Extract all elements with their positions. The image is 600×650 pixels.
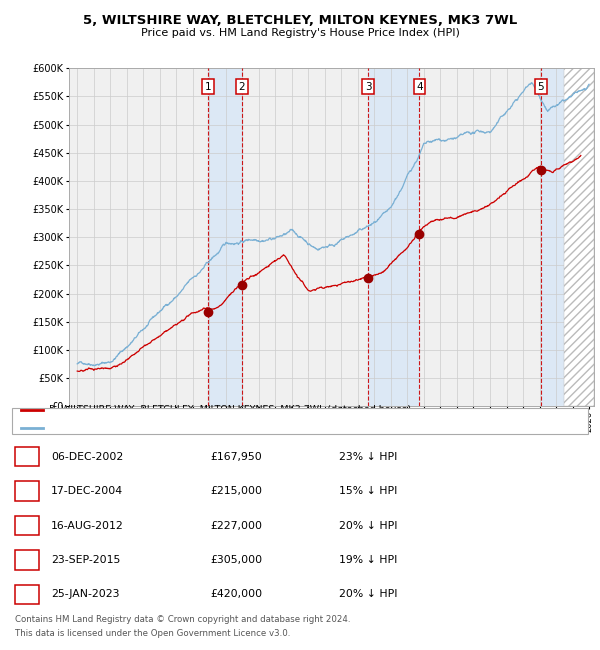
- Bar: [368, 68, 419, 406]
- Text: £215,000: £215,000: [210, 486, 262, 496]
- Text: 1: 1: [205, 82, 211, 92]
- Bar: [541, 68, 564, 406]
- Text: 16-AUG-2012: 16-AUG-2012: [51, 521, 124, 530]
- Text: £305,000: £305,000: [210, 555, 262, 565]
- Text: 20% ↓ HPI: 20% ↓ HPI: [339, 521, 397, 530]
- Text: Price paid vs. HM Land Registry's House Price Index (HPI): Price paid vs. HM Land Registry's House …: [140, 27, 460, 38]
- Text: 4: 4: [23, 555, 31, 565]
- Text: 1: 1: [23, 452, 31, 461]
- Text: 15% ↓ HPI: 15% ↓ HPI: [339, 486, 397, 496]
- Text: £167,950: £167,950: [210, 452, 262, 461]
- Text: 2: 2: [238, 82, 245, 92]
- Text: 5: 5: [23, 590, 31, 599]
- Text: 25-JAN-2023: 25-JAN-2023: [51, 590, 119, 599]
- Bar: [208, 68, 242, 406]
- Text: 5: 5: [538, 82, 544, 92]
- Text: £420,000: £420,000: [210, 590, 262, 599]
- Text: This data is licensed under the Open Government Licence v3.0.: This data is licensed under the Open Gov…: [15, 629, 290, 638]
- Text: 23-SEP-2015: 23-SEP-2015: [51, 555, 121, 565]
- Text: 23% ↓ HPI: 23% ↓ HPI: [339, 452, 397, 461]
- Text: 5, WILTSHIRE WAY, BLETCHLEY, MILTON KEYNES, MK3 7WL: 5, WILTSHIRE WAY, BLETCHLEY, MILTON KEYN…: [83, 14, 517, 27]
- Text: 20% ↓ HPI: 20% ↓ HPI: [339, 590, 397, 599]
- Bar: [564, 68, 594, 406]
- Text: HPI: Average price, detached house, Milton Keynes: HPI: Average price, detached house, Milt…: [49, 423, 291, 432]
- Text: 5, WILTSHIRE WAY, BLETCHLEY, MILTON KEYNES, MK3 7WL (detached house): 5, WILTSHIRE WAY, BLETCHLEY, MILTON KEYN…: [49, 405, 412, 414]
- Text: £227,000: £227,000: [210, 521, 262, 530]
- Text: 4: 4: [416, 82, 423, 92]
- Bar: [564, 68, 594, 406]
- Text: Contains HM Land Registry data © Crown copyright and database right 2024.: Contains HM Land Registry data © Crown c…: [15, 615, 350, 624]
- Text: 17-DEC-2004: 17-DEC-2004: [51, 486, 123, 496]
- Text: 2: 2: [23, 486, 31, 496]
- Text: 3: 3: [365, 82, 371, 92]
- Text: 3: 3: [23, 521, 31, 530]
- Text: 19% ↓ HPI: 19% ↓ HPI: [339, 555, 397, 565]
- Text: 06-DEC-2002: 06-DEC-2002: [51, 452, 123, 461]
